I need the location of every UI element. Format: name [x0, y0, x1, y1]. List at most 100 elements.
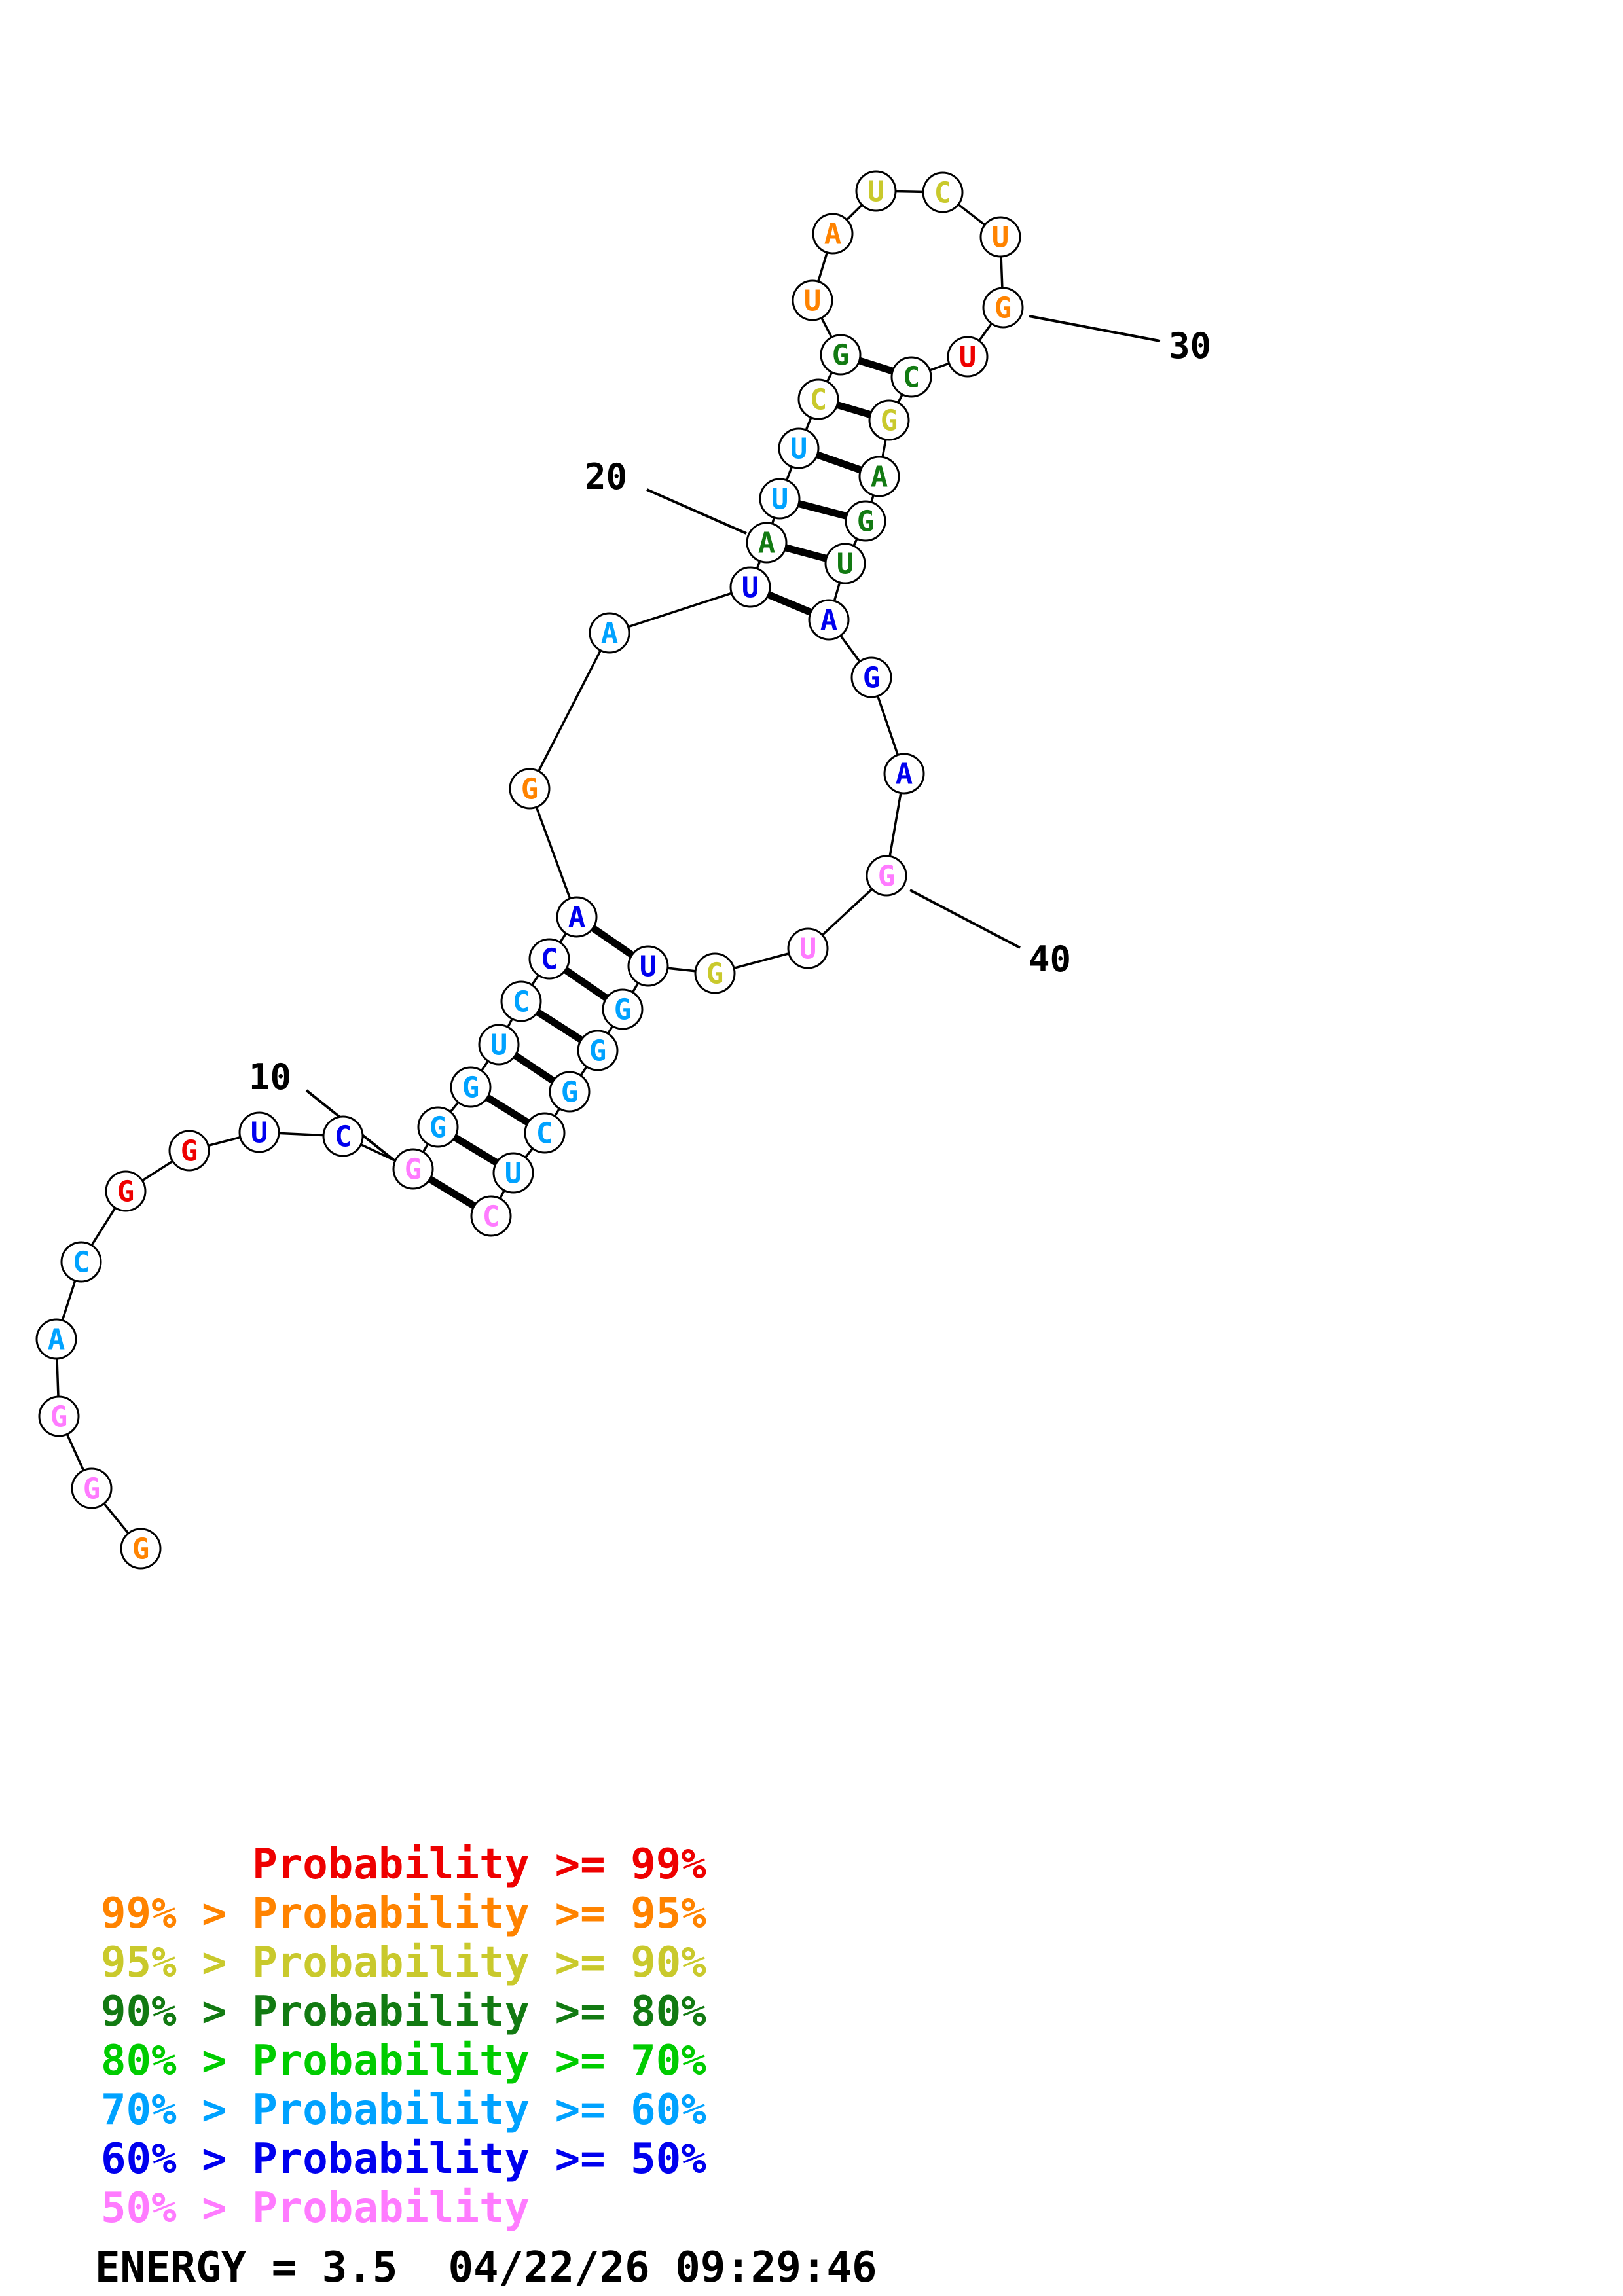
nucleotide-base-38: G: [863, 661, 881, 694]
nucleotide-base-25: U: [804, 284, 822, 317]
legend-row-plt50: 50% > Probability: [101, 2184, 530, 2233]
nucleotide-base-19: U: [742, 571, 759, 604]
position-label-30: 30: [1169, 325, 1211, 367]
nucleotide-circle: [627, 945, 669, 987]
nucleotide-base-2: G: [83, 1472, 101, 1505]
nucleotide-base-18: A: [601, 617, 619, 650]
nucleotide-circle: [478, 1024, 520, 1066]
nucleotide-circle: [470, 1195, 512, 1237]
nucleotide-circle: [850, 656, 892, 698]
nucleotide-circle: [60, 1241, 102, 1283]
nucleotide-base-13: U: [490, 1028, 508, 1062]
nucleotide-base-37: A: [820, 603, 838, 637]
backbone-bond: [528, 788, 578, 918]
legend-row-p70: 80% > Probability >= 70%: [101, 2037, 706, 2085]
nucleotide-base-14: C: [513, 985, 530, 1018]
nucleotide-base-45: G: [589, 1034, 607, 1067]
nucleotide-circle: [792, 279, 833, 321]
legend-row-p99: Probability >= 99%: [101, 1840, 706, 1889]
nucleotide-base-49: C: [483, 1200, 500, 1233]
nucleotide-base-42: G: [706, 957, 724, 990]
nucleotide-circle: [492, 1152, 534, 1194]
nucleotide-base-34: A: [871, 460, 888, 493]
nucleotide-circle: [528, 938, 570, 980]
nucleotide-base-43: U: [640, 950, 657, 983]
nucleotide-circle: [450, 1066, 492, 1108]
probability-legend: Probability >= 99% 99% > Probability >= 9…: [101, 1840, 706, 2233]
backbone-bond: [609, 586, 751, 634]
nucleotide-base-41: U: [799, 932, 817, 965]
position-label-20: 20: [585, 456, 627, 497]
nucleotide-base-15: C: [541, 942, 558, 976]
nucleotide-circle: [105, 1170, 147, 1212]
nucleotide-circle: [38, 1395, 80, 1437]
backbone-bond: [528, 632, 611, 789]
nucleotide-circle: [820, 334, 862, 376]
nucleotide-base-6: G: [117, 1175, 135, 1208]
nucleotide-base-44: G: [614, 993, 632, 1026]
nucleotide-circle: [787, 927, 829, 969]
nucleotide-circle: [556, 896, 598, 938]
nucleotide-circle: [694, 952, 736, 994]
nucleotide-circle: [845, 500, 886, 542]
position-label-leader-line: [909, 889, 1021, 949]
nucleotide-base-35: G: [857, 505, 875, 538]
nucleotide-circle: [808, 599, 850, 641]
nucleotide-circle: [392, 1148, 434, 1190]
nucleotide-circle: [812, 213, 854, 255]
nucleotide-base-23: C: [810, 383, 828, 416]
nucleotide-circle: [549, 1071, 591, 1113]
nucleotide-base-3: G: [50, 1400, 68, 1433]
nucleotide-circle: [922, 171, 964, 213]
nucleotide-base-46: G: [561, 1075, 579, 1109]
nucleotide-base-39: A: [896, 757, 913, 791]
nucleotide-circle: [778, 427, 820, 469]
nucleotide-base-29: U: [992, 221, 1010, 254]
nucleotide-base-9: C: [335, 1120, 352, 1153]
nucleotide-base-33: G: [881, 404, 898, 437]
nucleotide-base-24: G: [832, 338, 850, 372]
nucleotide-base-20: A: [758, 526, 776, 560]
nucleotide-circle: [890, 356, 932, 398]
nucleotide-base-12: G: [462, 1071, 480, 1104]
nucleotide-base-40: G: [878, 859, 896, 893]
nucleotide-circle: [855, 170, 897, 212]
nucleotide-circle: [322, 1115, 364, 1157]
nucleotide-base-1: G: [132, 1532, 150, 1566]
nucleotide-circle: [500, 980, 542, 1022]
nucleotide-circle: [577, 1030, 619, 1071]
nucleotide-circle: [602, 988, 644, 1030]
nucleotide-circle: [589, 612, 630, 654]
position-label-leader-line: [646, 488, 747, 535]
nucleotide-circle: [729, 566, 771, 608]
nucleotide-base-22: U: [790, 432, 808, 465]
nucleotide-base-28: C: [934, 176, 952, 209]
nucleotide-circle: [746, 522, 788, 564]
nucleotide-circle: [71, 1467, 113, 1509]
nucleotide-base-21: U: [771, 482, 789, 516]
nucleotide-base-7: G: [181, 1134, 198, 1168]
nucleotide-circle: [759, 478, 801, 520]
nucleotide-circle: [866, 855, 907, 897]
nucleotide-circle: [982, 287, 1024, 329]
position-label-10: 10: [249, 1056, 291, 1098]
nucleotide-base-4: A: [48, 1323, 65, 1356]
nucleotide-circle: [35, 1318, 77, 1360]
nucleotide-circle: [120, 1528, 162, 1570]
nucleotide-base-27: U: [867, 175, 885, 208]
legend-row-p80: 90% > Probability >= 80%: [101, 1988, 706, 2036]
nucleotide-base-36: U: [837, 547, 854, 581]
nucleotide-circle: [824, 543, 866, 584]
nucleotide-circle: [168, 1130, 210, 1172]
legend-row-p60: 70% > Probability >= 60%: [101, 2086, 706, 2134]
nucleotide-circle: [524, 1112, 566, 1154]
nucleotide-base-26: A: [824, 217, 842, 251]
nucleotide-base-32: C: [903, 361, 921, 394]
legend-row-p50: 60% > Probability >= 50%: [101, 2135, 706, 2183]
nucleotide-base-17: G: [521, 772, 539, 806]
nucleotide-circle: [947, 336, 989, 378]
energy-text: ENERGY = 3.5 04/22/26 09:29:46: [95, 2244, 877, 2292]
position-label-leader-line: [1029, 315, 1161, 342]
